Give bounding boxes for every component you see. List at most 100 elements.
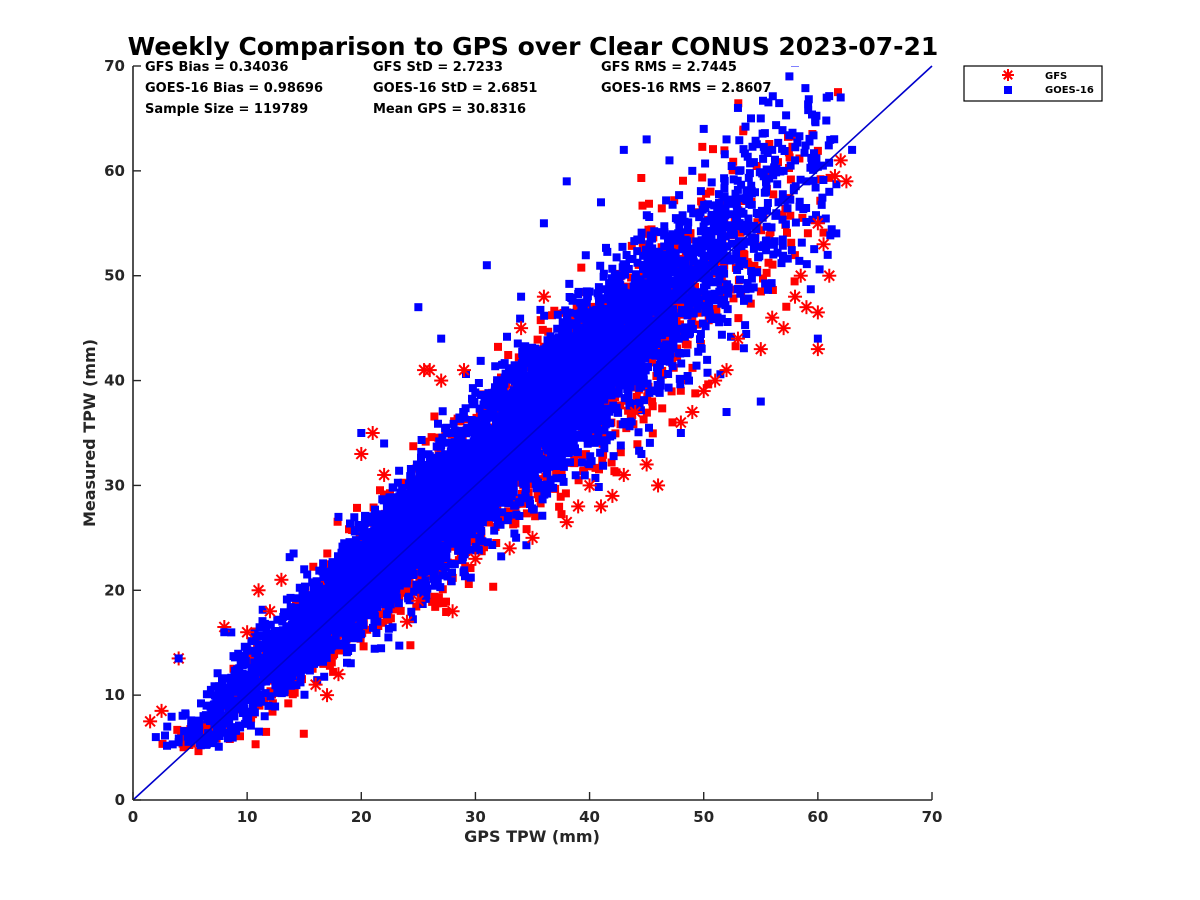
asterisk-stroke (812, 306, 824, 319)
axis-ticks: 0 10 20 30 40 50 60 70 0 10 20 30 40 50 60 70 (104, 57, 942, 826)
asterisk-stroke (698, 385, 710, 397)
legend: GFS GOES-16 (963, 65, 1103, 102)
goes-point (380, 439, 389, 448)
asterisk-stroke (583, 479, 596, 492)
gfs-point (445, 604, 460, 619)
asterisk-stroke (812, 217, 824, 229)
asterisk-stroke (640, 458, 653, 471)
asterisk-stroke (515, 322, 527, 334)
gfs-point (354, 446, 369, 461)
gfs-point (730, 331, 745, 346)
x-tick-label: 30 (465, 808, 486, 826)
gfs-point (827, 169, 842, 184)
goes-point (779, 166, 788, 175)
stat-goes-std: GOES-16 StD = 2.6851 (373, 81, 537, 96)
gfs-point (810, 305, 825, 320)
asterisk-stroke (446, 605, 459, 617)
stat-goes-bias: GOES-16 Bias = 0.98696 (145, 81, 323, 96)
gfs-point (616, 467, 631, 482)
gfs-point (434, 373, 449, 388)
x-axis-label: GPS TPW (mm) (464, 827, 600, 846)
gfs-point (776, 321, 791, 336)
asterisk-stroke (155, 705, 168, 717)
gfs-point (525, 530, 540, 545)
asterisk-stroke (538, 291, 550, 303)
stat-goes-rms: GOES-16 RMS = 2.8607 (601, 81, 771, 96)
asterisk-stroke (1003, 70, 1013, 80)
goes-point (836, 93, 845, 102)
legend-goes-square (1004, 86, 1012, 94)
gfs-point (719, 363, 734, 378)
asterisk-stroke (572, 500, 584, 513)
gfs-point (422, 363, 437, 378)
y-tick-label: 50 (104, 267, 125, 285)
asterisk-stroke (412, 595, 425, 607)
gfs-point (399, 614, 414, 629)
goes-point (688, 166, 697, 175)
asterisk-stroke (241, 626, 253, 638)
goes-point (539, 219, 548, 228)
asterisk-stroke (835, 154, 847, 167)
point-cloud (158, 66, 842, 756)
legend-box (963, 65, 1103, 102)
gfs-point (262, 604, 277, 619)
gfs-point (411, 593, 426, 608)
asterisk-stroke (458, 364, 470, 376)
asterisk-stroke (355, 448, 367, 460)
stat-sample-size: Sample Size = 119789 (145, 102, 308, 117)
x-tick-label: 0 (128, 808, 138, 826)
goes-point (722, 135, 731, 144)
asterisk-stroke (435, 374, 447, 387)
gfs-point (628, 405, 643, 420)
gfs-point (365, 426, 380, 440)
asterisk-stroke (795, 270, 807, 282)
x-tick-label: 50 (693, 808, 714, 826)
gfs-point (839, 174, 854, 189)
gfs-point (559, 515, 574, 530)
stat-gfs-rms: GFS RMS = 2.7445 (601, 60, 737, 75)
goes-point (756, 397, 765, 406)
gfs-point (639, 457, 654, 472)
gfs-point (502, 541, 517, 556)
asterisk-stroke (561, 516, 573, 528)
goes-point (186, 727, 195, 736)
gfs-point (833, 153, 848, 168)
y-tick-label: 70 (104, 57, 125, 75)
goes-point (151, 733, 160, 742)
gfs-point (571, 499, 586, 514)
goes-point (334, 512, 343, 521)
asterisk-stroke (686, 406, 698, 418)
asterisk-stroke (144, 715, 156, 728)
x-tick-label: 60 (807, 808, 828, 826)
asterisk-stroke (829, 170, 841, 182)
goes-density-cloud (161, 66, 841, 751)
gfs-point (514, 321, 529, 336)
asterisk-stroke (823, 270, 835, 282)
asterisk-stroke (800, 301, 813, 313)
gfs-point (457, 363, 472, 378)
goes-point (174, 654, 183, 663)
goes-point (414, 303, 423, 312)
asterisk-stroke (709, 374, 721, 387)
asterisk-stroke (309, 679, 322, 691)
legend-gfs-asterisk (1002, 69, 1014, 81)
gfs-point (685, 405, 700, 420)
goes-point (517, 292, 526, 301)
gfs-point (793, 268, 808, 283)
x-tick-label: 70 (922, 808, 943, 826)
asterisk-stroke (629, 406, 641, 418)
asterisk-stroke (252, 584, 265, 596)
gfs-point (154, 703, 169, 718)
goes-point (756, 114, 765, 123)
stat-mean-gps: Mean GPS = 30.8316 (373, 102, 526, 117)
asterisk-stroke (526, 532, 539, 544)
gfs-point (810, 216, 825, 231)
legend-gfs-label: GFS (1045, 71, 1067, 82)
x-tick-label: 40 (579, 808, 600, 826)
asterisk-stroke (817, 238, 830, 250)
goes-point (791, 156, 800, 165)
gfs-point (143, 714, 158, 729)
legend-goes-label: GOES-16 (1045, 85, 1094, 96)
goes-point (437, 334, 446, 343)
asterisk-stroke (504, 542, 516, 554)
